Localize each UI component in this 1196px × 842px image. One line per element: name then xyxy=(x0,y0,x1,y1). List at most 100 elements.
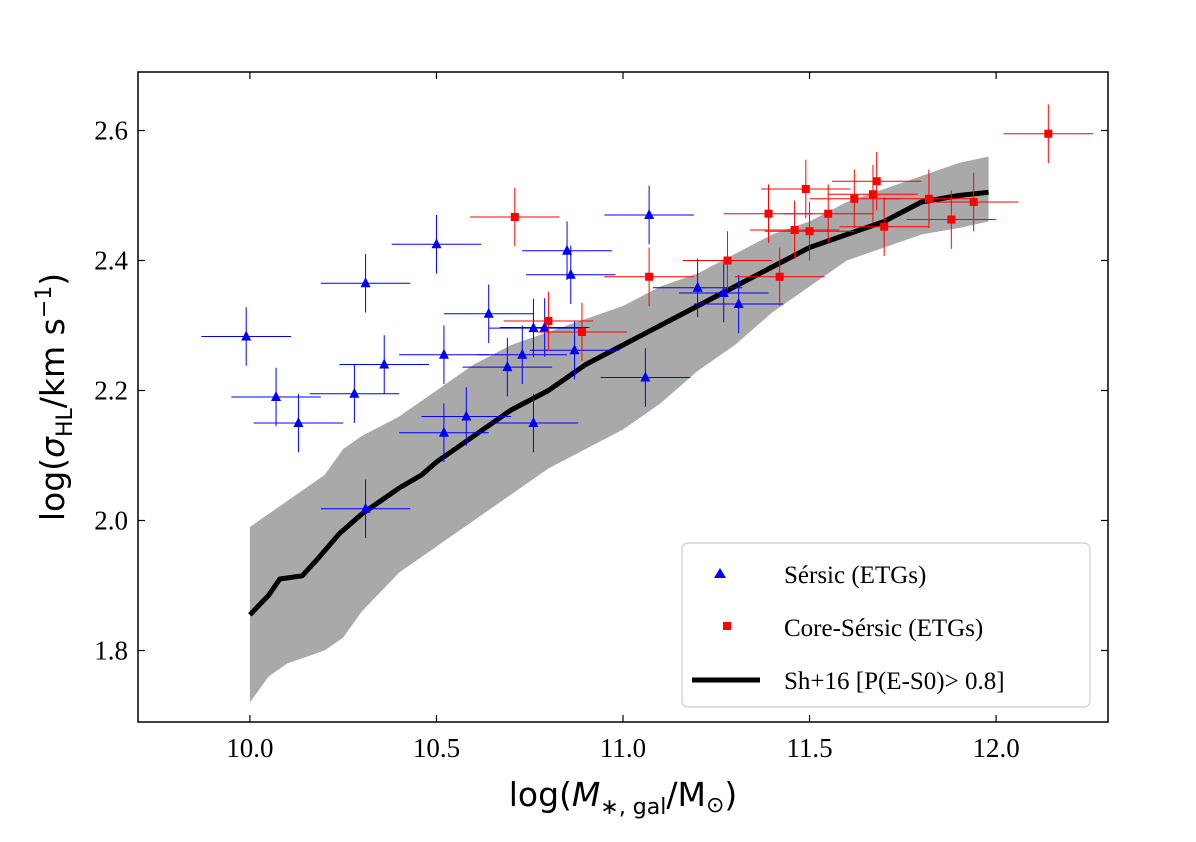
sersic-point xyxy=(604,185,694,245)
sh16-trend-line xyxy=(248,189,989,617)
core-sersic-marker xyxy=(880,222,889,231)
sersic-marker xyxy=(644,209,655,219)
axis-ticks: 10.0 10.5 11.0 11.5 12.0 1.8 2.0 2.2 2.4 2.6 xyxy=(94,72,1108,763)
core-sersic-marker xyxy=(577,328,586,336)
core-sersic-marker xyxy=(1044,129,1053,138)
sersic-point xyxy=(477,325,568,384)
sersic-marker xyxy=(539,321,550,332)
core-sersic-point xyxy=(928,172,1019,232)
sersic-point xyxy=(320,479,411,539)
sersic-marker xyxy=(431,238,442,249)
legend-square-marker xyxy=(723,622,731,630)
sersic-marker xyxy=(483,307,494,318)
core-sersic-point xyxy=(537,302,627,362)
core-sersic-marker xyxy=(775,272,784,281)
core-sersic-point xyxy=(839,197,929,256)
x-tick-label: 12.0 xyxy=(972,733,1019,763)
sersic-point xyxy=(309,364,400,423)
data-points-layer xyxy=(201,104,1094,539)
core-sersic-marker xyxy=(764,209,773,218)
core-sersic-marker xyxy=(824,209,833,218)
core-sersic-marker xyxy=(850,194,859,203)
sersic-point xyxy=(488,393,579,453)
scatter-band xyxy=(249,156,989,703)
trend-line-layer xyxy=(248,189,989,617)
sersic-marker xyxy=(349,387,360,398)
core-sersic-point xyxy=(828,164,918,224)
sersic-marker xyxy=(718,287,729,297)
sersic-marker xyxy=(502,361,513,372)
legend-triangle-marker xyxy=(714,568,726,578)
sersic-point xyxy=(320,254,411,313)
core-sersic-marker xyxy=(947,215,956,224)
core-sersic-point xyxy=(503,291,594,351)
x-tick-label: 11.5 xyxy=(786,733,832,763)
sersic-point xyxy=(522,221,612,280)
y-tick-label: 2.0 xyxy=(94,506,128,536)
y-tick-label: 2.6 xyxy=(94,116,128,146)
sersic-point xyxy=(201,307,291,366)
sersic-point xyxy=(462,337,553,397)
core-sersic-point xyxy=(749,200,840,260)
sersic-marker xyxy=(360,277,371,288)
core-sersic-marker xyxy=(924,194,933,203)
core-sersic-point xyxy=(604,247,694,306)
core-sersic-point xyxy=(906,190,997,249)
sersic-marker xyxy=(528,417,539,427)
y-tick-label: 2.4 xyxy=(94,246,128,276)
sersic-marker xyxy=(569,344,580,355)
sersic-marker xyxy=(692,281,703,292)
y-axis-label: log(σHL/km s−1) xyxy=(32,273,78,521)
core-sersic-point xyxy=(682,231,773,290)
sersic-point xyxy=(231,367,321,427)
core-sersic-point xyxy=(884,169,974,228)
core-sersic-point xyxy=(1003,104,1094,163)
legend-label-sh16: Sh+16 [P(E-S0)> 0.8] xyxy=(784,668,1005,695)
core-sersic-marker xyxy=(510,212,519,221)
core-sersic-marker xyxy=(872,177,881,186)
legend-label-sersic: Sérsic (ETGs) xyxy=(784,562,926,589)
sersic-point xyxy=(253,393,344,453)
sersic-point xyxy=(399,325,489,384)
sersic-point xyxy=(526,245,616,305)
core-sersic-point xyxy=(764,202,855,261)
legend: Sérsic (ETGs) Core-Sérsic (ETGs) Sh+16… xyxy=(681,542,1091,708)
sersic-marker xyxy=(360,502,371,513)
sersic-marker xyxy=(438,348,449,359)
scatter-band-layer xyxy=(249,156,989,703)
x-tick-label: 10.5 xyxy=(413,733,460,763)
legend-label-core-sersic: Core-Sérsic (ETGs) xyxy=(784,615,983,642)
y-tick-label: 2.2 xyxy=(94,376,128,406)
y-tick-label: 1.8 xyxy=(94,636,128,666)
sersic-marker xyxy=(562,244,573,255)
core-sersic-point xyxy=(761,159,851,219)
sersic-marker xyxy=(293,417,304,427)
sersic-marker xyxy=(517,348,528,359)
sersic-point xyxy=(678,263,769,323)
core-sersic-marker xyxy=(801,185,810,193)
core-sersic-point xyxy=(470,187,560,247)
sersic-point xyxy=(600,348,691,407)
sersic-marker xyxy=(733,298,744,309)
sersic-point xyxy=(693,274,784,334)
sersic-marker xyxy=(241,330,252,341)
sersic-point xyxy=(443,284,534,344)
x-tick-label: 11.0 xyxy=(600,733,646,763)
core-sersic-marker xyxy=(790,225,799,234)
sersic-marker xyxy=(565,268,576,279)
sersic-marker xyxy=(271,391,282,401)
x-tick-label: 10.0 xyxy=(226,733,273,763)
sersic-point xyxy=(421,387,512,446)
core-sersic-point xyxy=(734,247,825,306)
sersic-point xyxy=(399,403,489,462)
legend-box xyxy=(681,542,1091,708)
sersic-point xyxy=(339,335,429,394)
core-sersic-marker xyxy=(544,316,553,325)
sersic-marker xyxy=(461,410,472,421)
sersic-marker xyxy=(438,426,449,437)
core-sersic-marker xyxy=(723,256,732,265)
core-sersic-marker xyxy=(969,198,978,206)
sersic-marker xyxy=(379,358,390,369)
core-sersic-point xyxy=(831,151,922,211)
